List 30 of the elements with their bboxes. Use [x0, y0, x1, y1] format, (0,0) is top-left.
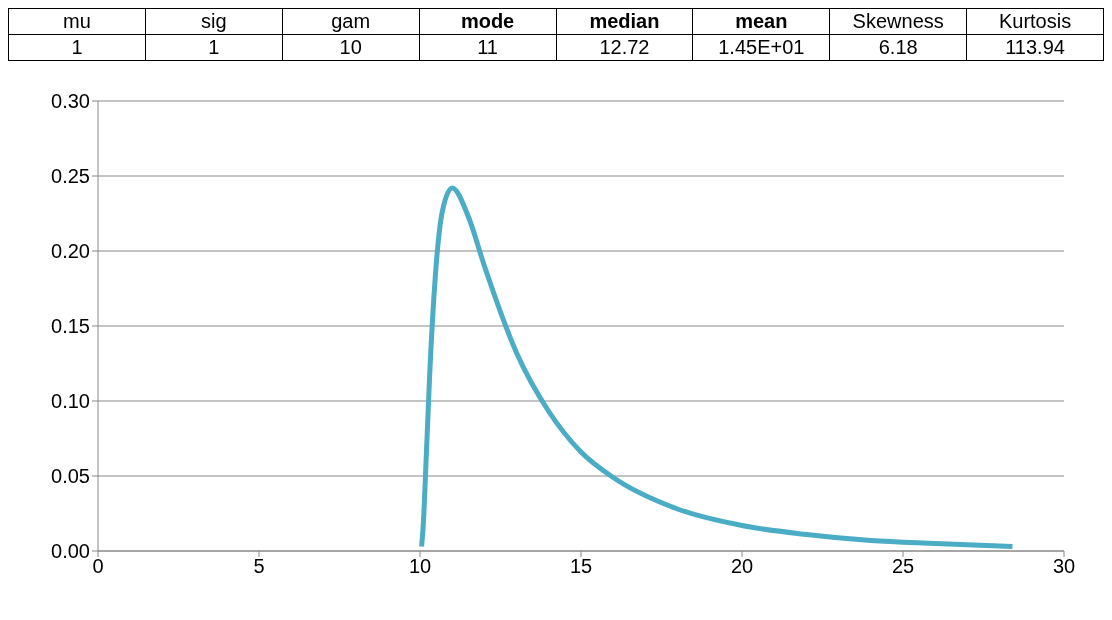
text: 1 [8, 34, 146, 61]
text: 11 [419, 34, 556, 61]
text: median [556, 8, 693, 35]
text: mean [692, 8, 830, 35]
text: 113.94 [966, 34, 1104, 61]
text: mode [419, 8, 556, 35]
text: 1 [145, 34, 283, 61]
y-tick-label: 0.10 [51, 390, 90, 413]
y-tick-label: 0.00 [51, 540, 90, 563]
text: sig [145, 8, 283, 35]
text: Kurtosis [966, 8, 1104, 35]
y-tick-label: 0.30 [51, 90, 90, 113]
x-tick-label: 0 [92, 555, 104, 578]
text: 1.45E+01 [692, 34, 830, 61]
x-tick-label: 20 [730, 555, 754, 578]
text: gam [282, 8, 420, 35]
x-tick-label: 15 [569, 555, 593, 578]
text: Skewness [829, 8, 967, 35]
text: mu [8, 8, 146, 35]
y-tick-label: 0.20 [51, 240, 90, 263]
x-tick-label: 30 [1052, 555, 1076, 578]
text: 6.18 [829, 34, 967, 61]
y-tick-label: 0.15 [51, 315, 90, 338]
text: 10 [282, 34, 420, 61]
x-tick-label: 5 [253, 555, 265, 578]
x-tick-label: 25 [891, 555, 915, 578]
y-tick-label: 0.05 [51, 465, 90, 488]
y-tick-label: 0.25 [51, 165, 90, 188]
text: 12.72 [556, 34, 693, 61]
x-tick-label: 10 [408, 555, 432, 578]
